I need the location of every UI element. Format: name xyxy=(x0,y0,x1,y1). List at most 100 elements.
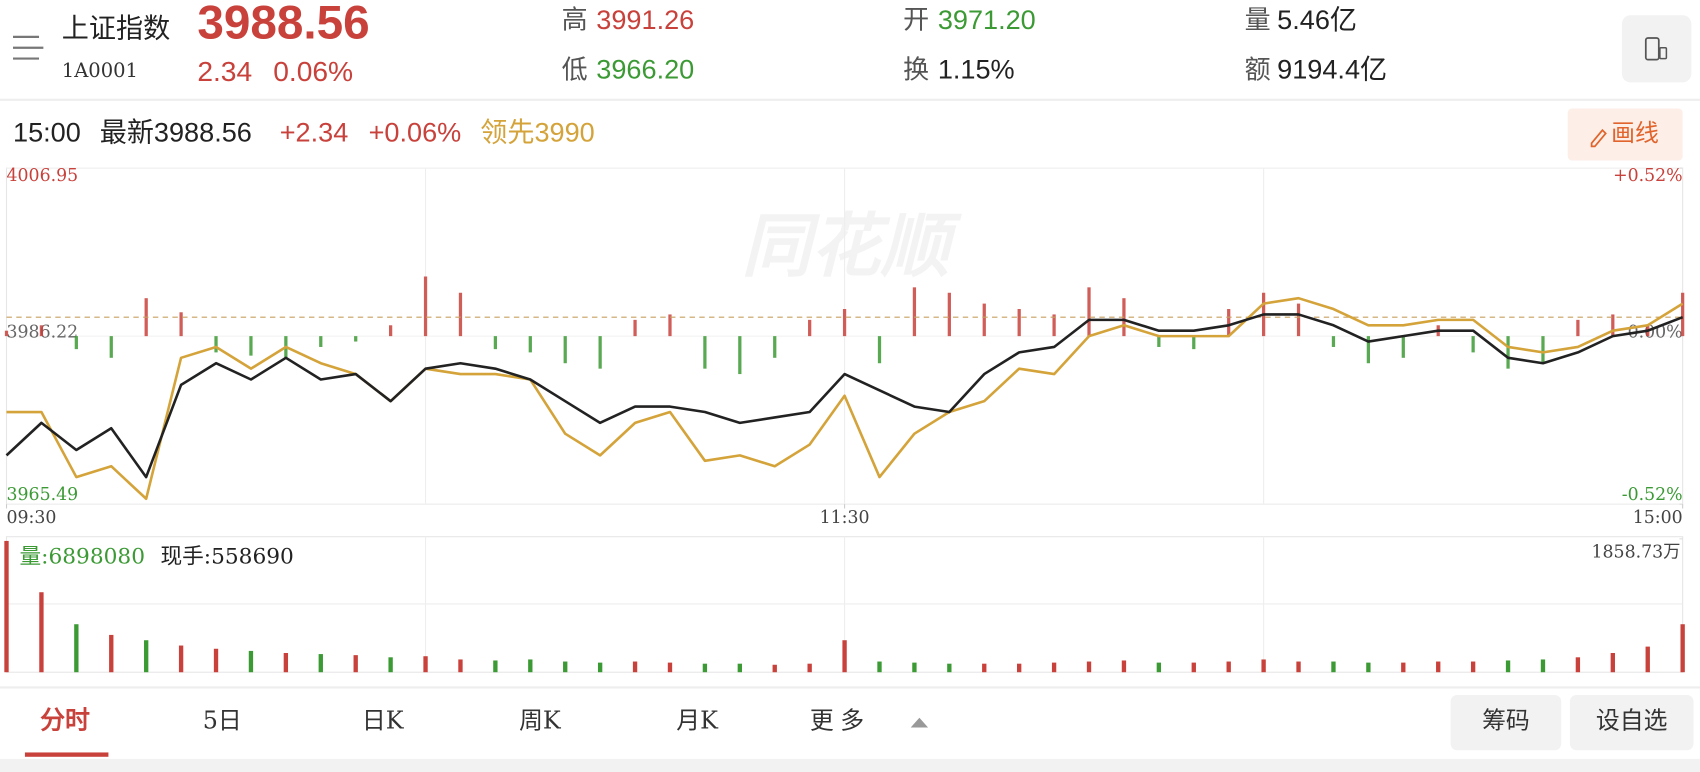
stat-value: 5.46亿 xyxy=(1277,4,1357,35)
stat-label: 开 xyxy=(903,5,929,35)
tab[interactable]: 分时 xyxy=(40,707,90,735)
volume-bar xyxy=(1051,662,1057,673)
device-button[interactable] xyxy=(1621,15,1692,83)
volume-bar xyxy=(493,660,498,673)
y2-tick-label: -0.52% xyxy=(1622,485,1683,505)
index-code: 1A0001 xyxy=(62,59,138,82)
volume-bar xyxy=(1401,662,1406,673)
volume-bar xyxy=(1191,662,1196,673)
quote-lead: 领先3990 xyxy=(480,117,594,148)
strength-bar xyxy=(4,330,9,337)
volume-bar xyxy=(1017,663,1022,673)
change-pct: 0.06% xyxy=(273,55,353,87)
strength-bar xyxy=(109,336,113,358)
volume-bar xyxy=(109,634,114,673)
volume-bar xyxy=(702,663,708,673)
tab[interactable]: 日K xyxy=(362,707,405,735)
menu-icon[interactable] xyxy=(13,35,44,60)
strength-bar xyxy=(1157,336,1161,347)
volume-bar xyxy=(248,650,254,673)
strength-bar xyxy=(1296,303,1301,337)
strength-bar xyxy=(738,336,742,375)
quote-change: +2.34 xyxy=(280,117,349,148)
stat-label: 额 xyxy=(1245,54,1271,84)
strength-bar xyxy=(1576,319,1580,337)
strength-bar xyxy=(458,292,463,337)
strength-bar xyxy=(39,325,44,337)
volume-bar xyxy=(912,662,917,673)
volume-bar xyxy=(1156,662,1162,673)
strength-bar xyxy=(354,336,358,342)
strength-bar xyxy=(74,336,78,350)
volume-bar xyxy=(1261,659,1266,673)
strength-bar xyxy=(1401,336,1405,358)
volume-bar xyxy=(947,663,952,673)
x-tick-label: 09:30 xyxy=(7,508,57,528)
y2-tick-label: +0.52% xyxy=(1613,166,1683,186)
strength-bar xyxy=(912,287,917,337)
strength-bar xyxy=(1087,287,1091,337)
strength-bar xyxy=(1192,336,1196,350)
volume-bar xyxy=(1610,652,1615,673)
volume-bar xyxy=(423,656,428,673)
volume-bar xyxy=(563,661,568,673)
volume-bar xyxy=(807,663,812,673)
strength-bar xyxy=(1611,314,1615,337)
strength-bar xyxy=(773,336,777,358)
lead-line xyxy=(6,296,1684,501)
button[interactable]: 筹码 xyxy=(1482,707,1530,735)
button[interactable]: 设自选 xyxy=(1596,707,1668,735)
stat-label: 低 xyxy=(562,54,588,84)
volume-bar xyxy=(632,661,638,673)
volume-bar xyxy=(178,645,184,673)
strength-bar xyxy=(1471,336,1475,353)
volume-bar xyxy=(667,662,673,673)
x-tick-label: 15:00 xyxy=(1633,508,1683,528)
volume-bar xyxy=(1575,657,1581,673)
plot-layer: 4006.953986.223965.49+0.52%0.00%-0.52%09… xyxy=(4,166,1685,673)
volume-bar xyxy=(1366,662,1371,673)
stat-value: 1.15% xyxy=(938,54,1015,85)
volume-bar xyxy=(982,663,987,673)
volume-label: 量:6898080 xyxy=(20,544,145,569)
tab[interactable]: 周K xyxy=(519,707,562,735)
strength-bar xyxy=(563,336,567,364)
button-bg[interactable] xyxy=(1569,694,1694,751)
volume-bar xyxy=(74,624,79,673)
quote-time: 15:00 xyxy=(13,117,81,148)
volume-bar xyxy=(737,663,742,673)
stat-label: 量 xyxy=(1245,5,1271,35)
bottom-bar xyxy=(0,758,1700,772)
volume-bar xyxy=(1436,661,1441,673)
strength-bar xyxy=(703,336,707,369)
volume-bar xyxy=(4,540,9,673)
button-bg[interactable] xyxy=(1450,694,1562,751)
draw-button[interactable]: 画线 xyxy=(1567,108,1683,161)
volume-bar xyxy=(213,648,219,673)
stat-label: 换 xyxy=(903,54,929,84)
quote-latest: 最新3988.56 xyxy=(100,117,252,148)
strength-bar xyxy=(947,292,951,337)
strength-bar xyxy=(319,336,323,347)
volume-bar xyxy=(877,661,882,673)
strength-bar xyxy=(1017,309,1021,337)
stat-label: 高 xyxy=(562,5,588,35)
more-arrow[interactable] xyxy=(910,717,929,728)
strength-bar xyxy=(842,309,847,337)
strength-bar xyxy=(493,336,498,350)
draw-button-label[interactable]: 画线 xyxy=(1611,120,1659,147)
volume-bar xyxy=(1121,660,1127,673)
tab[interactable]: 更多 xyxy=(810,707,871,735)
quote-change-pct: +0.06% xyxy=(369,117,462,148)
tab[interactable]: 5日 xyxy=(203,707,242,735)
tab-underline xyxy=(24,752,109,757)
volume-bar xyxy=(1680,624,1685,673)
strength-bar xyxy=(877,336,882,364)
volume-bar xyxy=(597,662,603,673)
volume-bar xyxy=(318,654,323,673)
volume-bar xyxy=(528,659,533,673)
tab[interactable]: 月K xyxy=(676,707,719,735)
